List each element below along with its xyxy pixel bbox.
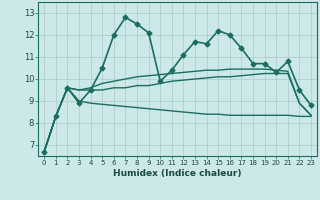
X-axis label: Humidex (Indice chaleur): Humidex (Indice chaleur) (113, 169, 242, 178)
